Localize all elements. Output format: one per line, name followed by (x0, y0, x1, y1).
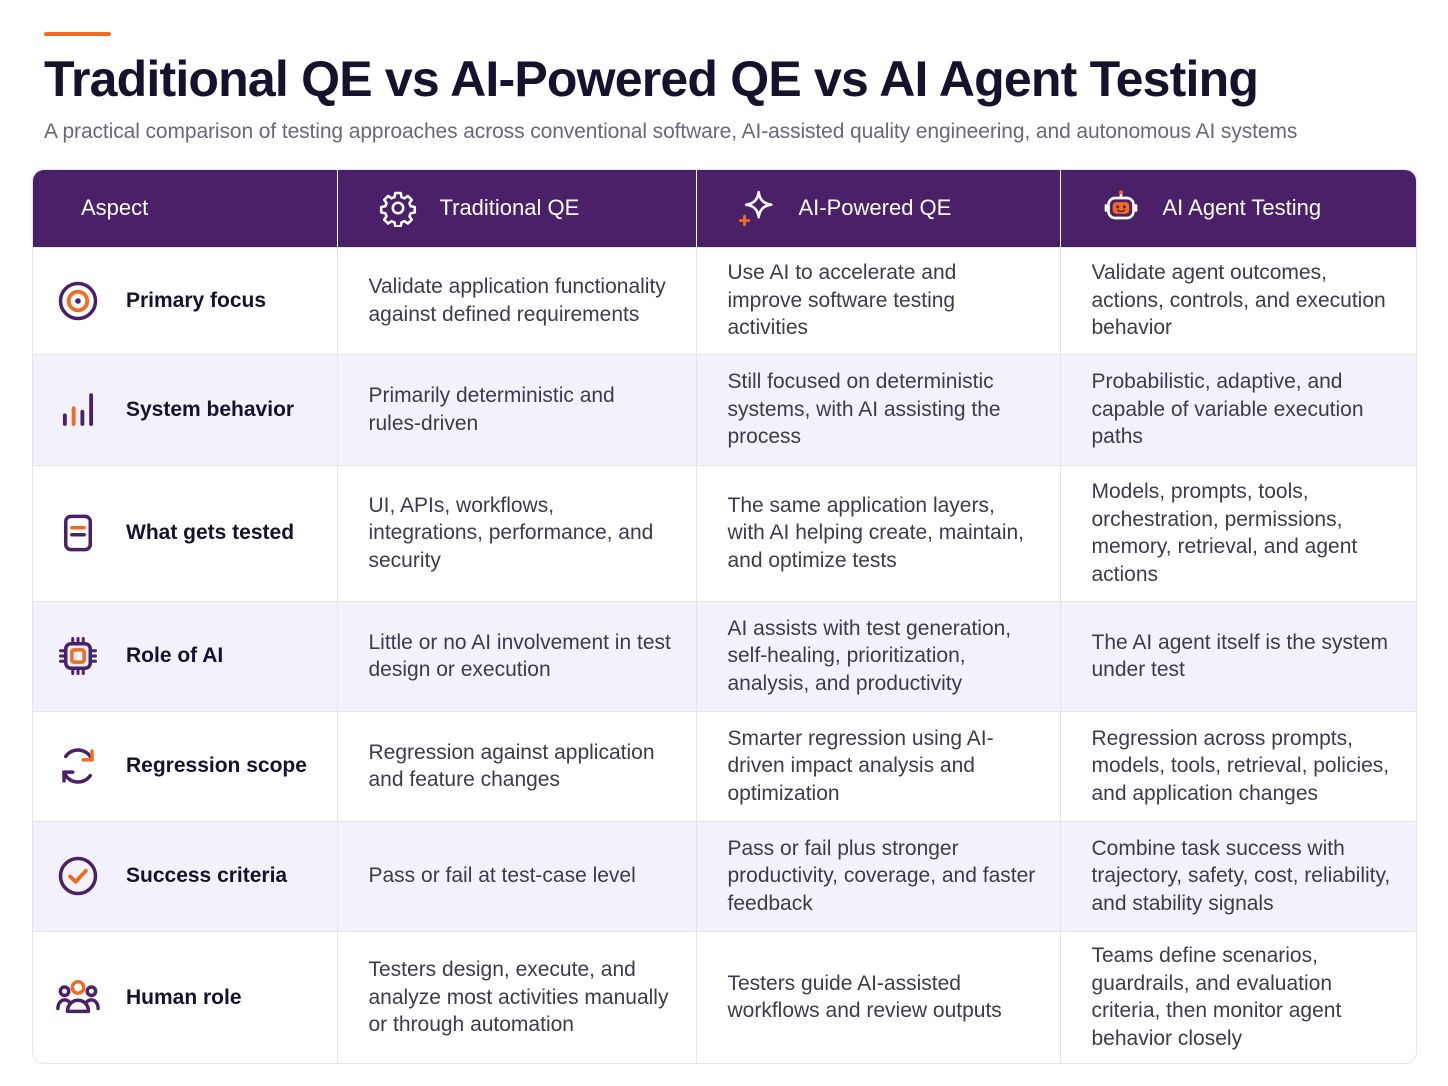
aspect-label: What gets tested (126, 521, 295, 545)
aspect-label: Role of AI (126, 644, 224, 668)
column-header-traditional: Traditional QE (337, 170, 697, 247)
agent-cell: Teams define scenarios, guardrails, and … (1091, 944, 1342, 1050)
aspect-cell: System behavior (33, 354, 338, 465)
aspect-cell: What gets tested (33, 465, 338, 601)
column-header-label: AI Agent Testing (1162, 195, 1322, 221)
table-row: What gets tested UI, APIs, workflows, in… (33, 465, 1416, 601)
bar-chart-icon (55, 387, 101, 433)
ai-powered-cell: Testers guide AI-assisted workflows and … (696, 931, 1061, 1063)
table-header-row: Aspect Traditional QE (33, 170, 1416, 247)
traditional-cell: UI, APIs, workflows, integrations, perfo… (337, 465, 697, 601)
aspect-label: Regression scope (126, 754, 307, 778)
traditional-cell: Testers design, execute, and analyze mos… (337, 931, 697, 1063)
ai-powered-cell: AI assists with test generation, self-he… (696, 601, 1061, 711)
page-title: Traditional QE vs AI-Powered QE vs AI Ag… (44, 51, 1259, 107)
people-icon (55, 974, 101, 1020)
aspect-cell: Success criteria (33, 821, 338, 931)
aspect-cell: Role of AI (33, 601, 338, 711)
traditional-cell: Validate application functionality again… (337, 247, 697, 354)
agent-cell: Probabilistic, adaptive, and capable of … (1091, 370, 1364, 449)
column-header-label: Aspect (81, 195, 149, 221)
table-row: Human role Testers design, execute, and … (33, 931, 1416, 1063)
robot-icon (1101, 188, 1141, 228)
table-row: Success criteria Pass or fail at test-ca… (33, 821, 1416, 931)
table-row: System behavior Primarily deterministic … (33, 354, 1416, 465)
document-icon (55, 510, 101, 556)
agent-cell: Models, prompts, tools, orchestration, p… (1091, 480, 1358, 586)
comparison-table: Aspect Traditional QE (32, 169, 1417, 1064)
aspect-cell: Regression scope (33, 711, 338, 821)
aspect-cell: Primary focus (33, 247, 338, 354)
aspect-label: Primary focus (126, 288, 267, 312)
ai-powered-cell: The same application layers, with AI hel… (696, 465, 1061, 601)
aspect-label: System behavior (126, 397, 295, 421)
sparkle-icon (737, 188, 777, 228)
column-header-label: AI-Powered QE (798, 195, 952, 221)
aspect-label: Success criteria (126, 864, 288, 888)
table-row: Role of AI Little or no AI involvement i… (33, 601, 1416, 711)
ai-powered-cell: Smarter regression using AI-driven impac… (696, 711, 1061, 821)
table-row: Primary focus Validate application funct… (33, 247, 1416, 354)
traditional-cell: Pass or fail at test-case level (337, 821, 697, 931)
agent-cell: Validate agent outcomes, actions, contro… (1091, 261, 1386, 340)
table-row: Regression scope Regression against appl… (33, 711, 1416, 821)
aspect-label: Human role (126, 985, 242, 1009)
traditional-cell: Little or no AI involvement in test desi… (337, 601, 697, 711)
column-header-agent: AI Agent Testing (1060, 170, 1416, 247)
agent-cell: Regression across prompts, models, tools… (1091, 726, 1390, 805)
accent-bar (44, 32, 111, 36)
chip-icon (55, 633, 101, 679)
ai-powered-cell: Still focused on deterministic systems, … (696, 354, 1061, 465)
traditional-cell: Primarily deterministic and rules-driven (337, 354, 697, 465)
ai-powered-cell: Use AI to accelerate and improve softwar… (696, 247, 1061, 354)
check-circle-icon (55, 853, 101, 899)
traditional-cell: Regression against application and featu… (337, 711, 697, 821)
column-header-aspect: Aspect (33, 170, 338, 247)
agent-cell: Combine task success with trajectory, sa… (1091, 836, 1391, 915)
gear-icon (378, 188, 418, 228)
column-header-label: Traditional QE (439, 195, 580, 221)
page-subtitle: A practical comparison of testing approa… (44, 120, 1298, 143)
agent-cell: The AI agent itself is the system under … (1091, 630, 1388, 682)
target-icon (55, 278, 101, 324)
refresh-icon (55, 743, 101, 789)
aspect-cell: Human role (33, 931, 338, 1063)
ai-powered-cell: Pass or fail plus stronger productivity,… (696, 821, 1061, 931)
column-header-ai-powered: AI-Powered QE (696, 170, 1061, 247)
